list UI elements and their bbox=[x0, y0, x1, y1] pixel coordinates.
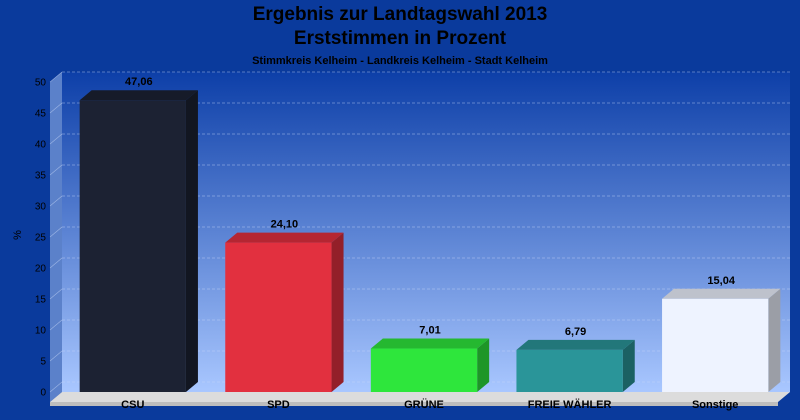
gridline-side bbox=[49, 164, 63, 176]
y-tick-label: 0 bbox=[40, 388, 46, 399]
bar-top bbox=[662, 288, 781, 299]
x-tick-label: FREIE WÄHLER bbox=[528, 398, 612, 411]
bar bbox=[662, 298, 769, 392]
x-tick-label: GRÜNE bbox=[404, 398, 444, 411]
chart-caption: Stimmkreis Kelheim - Landkreis Kelheim -… bbox=[252, 55, 548, 67]
chart-title: Ergebnis zur Landtagswahl 2013 bbox=[252, 4, 548, 25]
bar bbox=[79, 100, 186, 392]
data-label: 15,04 bbox=[707, 275, 735, 287]
x-tick-label: Sonstige bbox=[692, 399, 738, 411]
y-tick-label: 15 bbox=[35, 295, 47, 306]
plot-floor-edge bbox=[50, 402, 778, 406]
data-label: 6,79 bbox=[565, 326, 586, 338]
y-tick-label: 35 bbox=[35, 171, 47, 182]
y-tick-label: 20 bbox=[35, 264, 47, 275]
y-tick-label: 40 bbox=[35, 140, 47, 151]
bar-top bbox=[79, 90, 198, 101]
bar-side bbox=[622, 339, 635, 392]
bar-side bbox=[768, 288, 781, 392]
gridline-side bbox=[49, 257, 63, 269]
chart-subtitle: Erststimmen in Prozent bbox=[293, 28, 507, 49]
gridline-side bbox=[49, 195, 63, 207]
x-tick-label: CSU bbox=[121, 399, 144, 411]
gridline-side bbox=[49, 226, 63, 238]
bar-top bbox=[516, 339, 635, 350]
x-tick-label: SPD bbox=[267, 399, 290, 411]
y-tick-label: 45 bbox=[35, 109, 47, 120]
y-tick-label: 50 bbox=[35, 78, 47, 89]
bar-top bbox=[370, 338, 490, 349]
gridline-side bbox=[49, 319, 63, 331]
gridline-side bbox=[49, 288, 63, 300]
gridline-side bbox=[49, 102, 63, 114]
bar bbox=[370, 348, 478, 392]
y-tick-label: 30 bbox=[35, 202, 47, 213]
gridline-side bbox=[49, 350, 63, 362]
data-label: 47,06 bbox=[125, 76, 153, 88]
bar-side bbox=[477, 338, 490, 392]
gridline-side bbox=[49, 381, 63, 393]
gridline-side bbox=[49, 71, 63, 83]
gridline-side bbox=[49, 133, 63, 145]
y-tick-label: 25 bbox=[35, 233, 47, 244]
data-label: 7,01 bbox=[419, 325, 440, 337]
bar bbox=[516, 349, 623, 392]
plot-floor bbox=[50, 392, 790, 402]
bar-side bbox=[185, 90, 198, 392]
data-label: 24,10 bbox=[271, 219, 299, 231]
plot-side-wall bbox=[50, 72, 62, 402]
y-tick-label: 5 bbox=[40, 357, 46, 368]
bar-top bbox=[225, 232, 344, 243]
y-tick-label: 10 bbox=[35, 326, 47, 337]
bar-side bbox=[331, 232, 344, 392]
bar bbox=[225, 242, 332, 392]
y-axis-label: % bbox=[12, 230, 24, 240]
